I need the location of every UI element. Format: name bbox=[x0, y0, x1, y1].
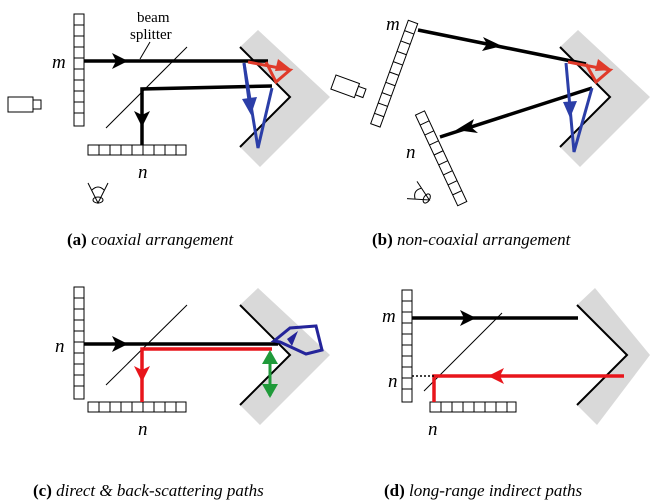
sensor-n-top-c bbox=[73, 286, 85, 400]
path-in-b bbox=[417, 28, 587, 66]
caption-a: (a) coaxial arrangement bbox=[67, 230, 234, 249]
caption-tag-c: (c) bbox=[33, 481, 52, 500]
label-m-d: m bbox=[382, 306, 396, 327]
arrow-blue-b bbox=[563, 101, 577, 118]
beam-splitter-d bbox=[423, 312, 503, 392]
label-m-a: m bbox=[52, 52, 66, 73]
camera-icon bbox=[7, 96, 42, 113]
caption-tag-b: (b) bbox=[372, 230, 393, 249]
arrow-out-a bbox=[134, 111, 150, 127]
sensor-m-b bbox=[370, 19, 419, 128]
path-blue-b bbox=[564, 62, 594, 153]
arrow-red-b bbox=[595, 59, 612, 71]
eye-icon bbox=[87, 182, 109, 205]
splitter-pointer bbox=[139, 41, 151, 60]
sensor-m-a bbox=[73, 13, 85, 127]
arrow-navy-c bbox=[287, 331, 298, 346]
splitter-label-2: splitter bbox=[130, 27, 172, 43]
label-n-side-d: n bbox=[388, 371, 398, 392]
corner-mirror-edge-c bbox=[239, 304, 292, 406]
path-navy-loop-c bbox=[270, 324, 324, 356]
caption-tag-a: (a) bbox=[67, 230, 87, 249]
sensor-n-bottom-c bbox=[87, 401, 187, 413]
path-red-a bbox=[247, 60, 294, 85]
panel-a: m n beam splitter bbox=[7, 10, 330, 249]
caption-text-d: long-range indirect paths bbox=[409, 481, 583, 500]
arrow-out-b bbox=[456, 119, 478, 133]
sensor-n-a bbox=[87, 144, 187, 156]
sensor-n-b bbox=[414, 110, 468, 207]
arrow-direct-c bbox=[112, 336, 128, 352]
label-n-bottom-c: n bbox=[138, 419, 148, 440]
arrow-in-b bbox=[482, 37, 502, 51]
label-n-a: n bbox=[138, 162, 148, 183]
caption-text-a: coaxial arrangement bbox=[91, 230, 234, 249]
eye-icon bbox=[406, 181, 431, 204]
panel-d: m n n (d) long-range indirect paths bbox=[382, 288, 650, 500]
label-n-top-c: n bbox=[55, 336, 65, 357]
arrow-blue-a bbox=[242, 97, 257, 115]
panel-b: m n (b) non-coaxia bbox=[330, 14, 650, 249]
caption-tag-d: (d) bbox=[384, 481, 405, 500]
panel-c: n n (c) direct & back-scattering paths bbox=[33, 286, 330, 500]
caption-b: (b) non-coaxial arrangement bbox=[372, 230, 572, 249]
label-n-b: n bbox=[406, 142, 416, 163]
path-red-b bbox=[567, 60, 614, 85]
corner-mirror-d bbox=[577, 288, 650, 425]
arrow-green-down-c bbox=[262, 384, 278, 398]
label-n-bottom-d: n bbox=[428, 419, 438, 440]
caption-text-c: direct & back-scattering paths bbox=[56, 481, 264, 500]
caption-text-b: non-coaxial arrangement bbox=[397, 230, 572, 249]
arrow-red-d bbox=[488, 368, 504, 384]
sensor-n-bottom-d bbox=[429, 401, 517, 413]
caption-c: (c) direct & back-scattering paths bbox=[33, 481, 264, 500]
arrow-in-a bbox=[112, 53, 128, 69]
arrow-in-d bbox=[460, 310, 476, 326]
arrow-green-up-c bbox=[262, 350, 278, 364]
camera-icon bbox=[330, 74, 367, 99]
label-m-b: m bbox=[386, 14, 400, 35]
path-red-c bbox=[140, 347, 272, 402]
sensor-m-d bbox=[401, 289, 413, 403]
arrow-red-c bbox=[134, 366, 150, 382]
splitter-label-1: beam bbox=[137, 10, 170, 26]
caption-d: (d) long-range indirect paths bbox=[384, 481, 583, 500]
arrow-red-a bbox=[275, 59, 292, 71]
corner-mirror-c bbox=[240, 288, 330, 425]
corner-mirror-edge-d bbox=[576, 304, 629, 406]
